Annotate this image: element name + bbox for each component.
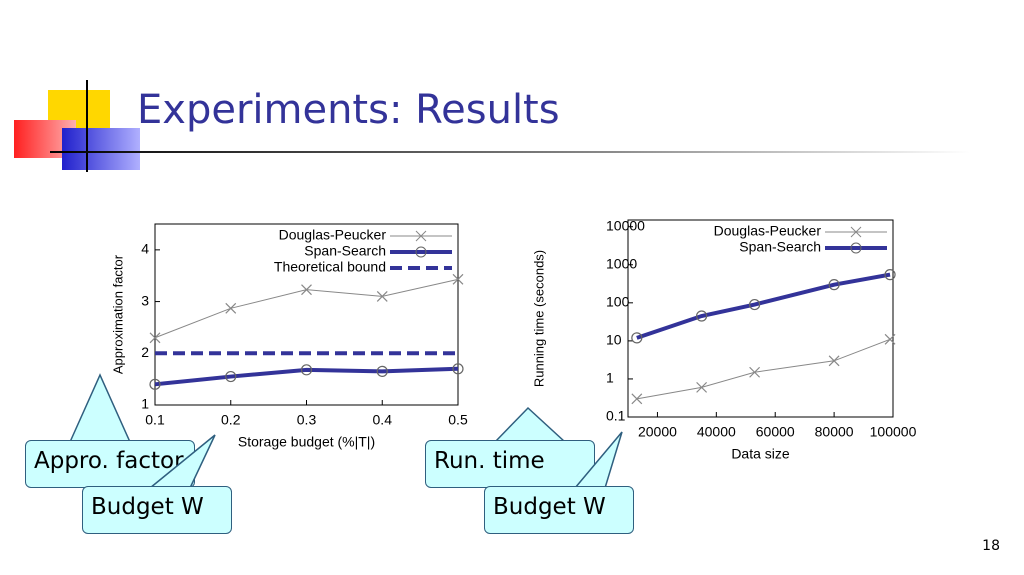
marker xyxy=(225,302,237,314)
y-axis-label: Running time (seconds) xyxy=(531,250,546,387)
page-number: 18 xyxy=(982,538,1000,554)
marker xyxy=(749,366,761,378)
marker xyxy=(376,365,388,377)
y-tick-label: 4 xyxy=(141,241,149,257)
y-tick-label: 2 xyxy=(141,344,149,360)
x-tick-label: 0.3 xyxy=(297,412,317,428)
legend-marker xyxy=(850,242,862,254)
legend-label: Theoretical bound xyxy=(274,259,386,275)
marker xyxy=(696,310,708,322)
x-tick-label: 80000 xyxy=(815,424,854,440)
marker xyxy=(631,393,643,405)
marker xyxy=(452,273,464,285)
x-tick-label: 0.4 xyxy=(373,412,393,428)
marker xyxy=(149,332,161,344)
legend-marker xyxy=(415,230,427,242)
slide-title: Experiments: Results xyxy=(137,87,560,133)
legend-marker xyxy=(415,246,427,258)
series-line xyxy=(636,272,891,340)
x-tick-label: 0.1 xyxy=(145,412,165,428)
marker xyxy=(301,284,312,296)
x-tick-label: 100000 xyxy=(870,424,917,440)
marker xyxy=(376,290,388,302)
x-tick-label: 40000 xyxy=(697,424,736,440)
x-tick-label: 60000 xyxy=(756,424,795,440)
callout: Budget W xyxy=(484,486,634,534)
y-tick-label: 10 xyxy=(606,332,622,348)
legend-label: Span-Search xyxy=(739,239,821,255)
y-tick-label: 10000 xyxy=(606,217,645,233)
marker xyxy=(749,298,761,311)
marker xyxy=(696,381,708,393)
marker xyxy=(828,355,840,367)
marker xyxy=(225,370,237,383)
marker xyxy=(300,364,313,376)
legend-label: Span-Search xyxy=(304,243,386,259)
marker xyxy=(884,269,896,281)
x-tick-label: 0.5 xyxy=(448,412,468,428)
y-tick-label: 1 xyxy=(606,370,614,386)
y-tick-label: 1000 xyxy=(606,255,637,271)
callout: Run. time xyxy=(425,440,595,488)
marker xyxy=(631,332,643,344)
legend-label: Douglas-Peucker xyxy=(714,223,822,239)
title-decor: Experiments: Results xyxy=(14,80,970,172)
x-axis-label: Data size xyxy=(731,446,790,462)
legend-marker xyxy=(850,226,862,238)
y-tick-label: 0.1 xyxy=(606,408,626,424)
callout: Budget W xyxy=(82,486,232,534)
y-tick-label: 100 xyxy=(606,294,630,310)
y-tick-label: 1 xyxy=(141,396,149,412)
y-tick-label: 3 xyxy=(141,292,149,308)
x-tick-label: 0.2 xyxy=(221,412,241,428)
marker xyxy=(828,279,840,291)
series-line xyxy=(154,366,459,387)
plot-frame xyxy=(627,219,894,418)
marker xyxy=(884,333,896,345)
marker xyxy=(452,363,464,375)
marker xyxy=(149,378,161,390)
y-axis-label: Approximation factor xyxy=(110,254,125,374)
x-tick-label: 20000 xyxy=(638,424,677,440)
legend-label: Douglas-Peucker xyxy=(279,227,387,243)
x-axis-label: Storage budget (%|T|) xyxy=(238,434,375,450)
